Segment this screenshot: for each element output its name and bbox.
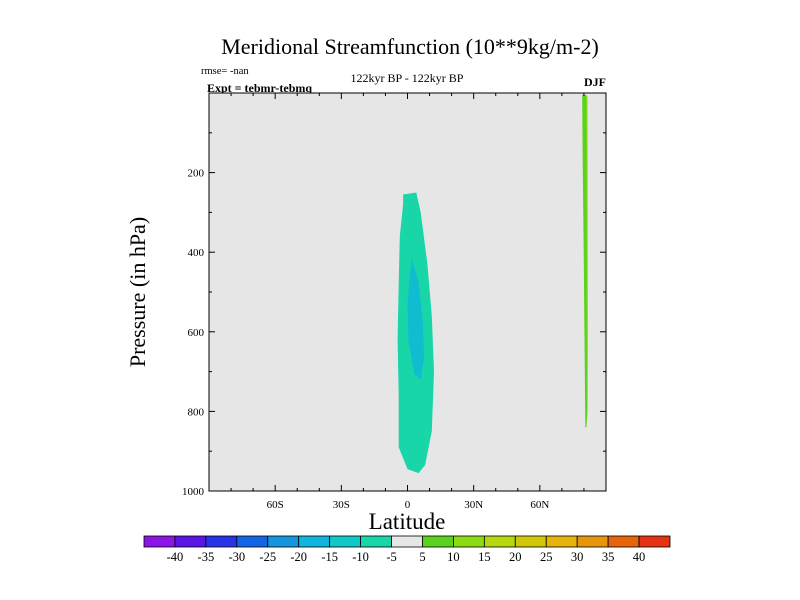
x-tick-label: 30N — [464, 499, 483, 511]
contour-region-northern-polar-strip-edge — [586, 95, 588, 412]
colorbar-box — [174, 535, 207, 548]
colorbar: -40 -35 -30 -25 -20 -15 -10 -5 5 10 15 20 25 30 35 40 — [143, 535, 671, 564]
colorbar-label: 5 — [419, 550, 425, 564]
colorbar-label: 25 — [540, 550, 553, 564]
y-tick-label: 800 — [188, 406, 205, 418]
colorbar-box — [576, 535, 609, 548]
colorbar-label: -35 — [198, 550, 215, 564]
contour-region-northern-polar-strip — [582, 95, 588, 428]
colorbar-box — [205, 535, 238, 548]
colorbar-label: -40 — [167, 550, 184, 564]
colorbar-box — [360, 535, 392, 548]
colorbar-box — [391, 535, 423, 548]
colorbar-box — [638, 535, 671, 548]
colorbar-box — [545, 535, 578, 548]
colorbar-box — [514, 535, 547, 548]
colorbar-box — [607, 535, 640, 548]
colorbar-label: 10 — [447, 550, 460, 564]
x-tick-label: 60S — [267, 499, 284, 511]
x-tick-label: 60N — [530, 499, 549, 511]
colorbar-box — [422, 535, 454, 548]
colorbar-box — [298, 535, 331, 548]
x-axis-label: Latitude — [369, 509, 446, 534]
colorbar-box — [483, 535, 516, 548]
colorbar-label: -5 — [386, 550, 396, 564]
season-label: DJF — [584, 75, 606, 89]
colorbar-box — [267, 535, 300, 548]
x-tick-label: 0 — [405, 499, 411, 511]
x-tick-label: 30S — [333, 499, 350, 511]
y-tick-label: 200 — [188, 168, 205, 180]
chart-subtitle: 122kyr BP - 122kyr BP — [351, 71, 464, 85]
colorbar-label: -10 — [352, 550, 369, 564]
colorbar-label: 15 — [478, 550, 491, 564]
colorbar-label: 20 — [509, 550, 522, 564]
y-tick-label: 400 — [188, 247, 205, 259]
axes: 60S 30S 0 30N 60N 200 400 600 800 1000 — [182, 93, 606, 511]
rmse-label: rmse= -nan — [201, 66, 249, 77]
y-tick-label: 1000 — [182, 486, 205, 498]
colorbar-label: -25 — [259, 550, 276, 564]
chart-title: Meridional Streamfunction (10**9kg/m-2) — [221, 34, 599, 59]
colorbar-label: -20 — [290, 550, 307, 564]
y-tick-label: 600 — [188, 327, 205, 339]
colorbar-label: 40 — [633, 550, 646, 564]
colorbar-box — [453, 535, 485, 548]
colorbar-label: -15 — [321, 550, 338, 564]
colorbar-box — [236, 535, 269, 548]
colorbar-box — [143, 535, 176, 548]
colorbar-label: 35 — [602, 550, 615, 564]
colorbar-label: -30 — [228, 550, 245, 564]
contour-regions — [397, 95, 588, 474]
contour-region-inner-tropical-core — [407, 258, 424, 380]
y-axis-label: Pressure (in hPa) — [125, 217, 150, 367]
expt-label: Expt = tebmr-tebmq — [207, 81, 312, 95]
colorbar-box — [329, 535, 361, 548]
colorbar-label: 30 — [571, 550, 584, 564]
